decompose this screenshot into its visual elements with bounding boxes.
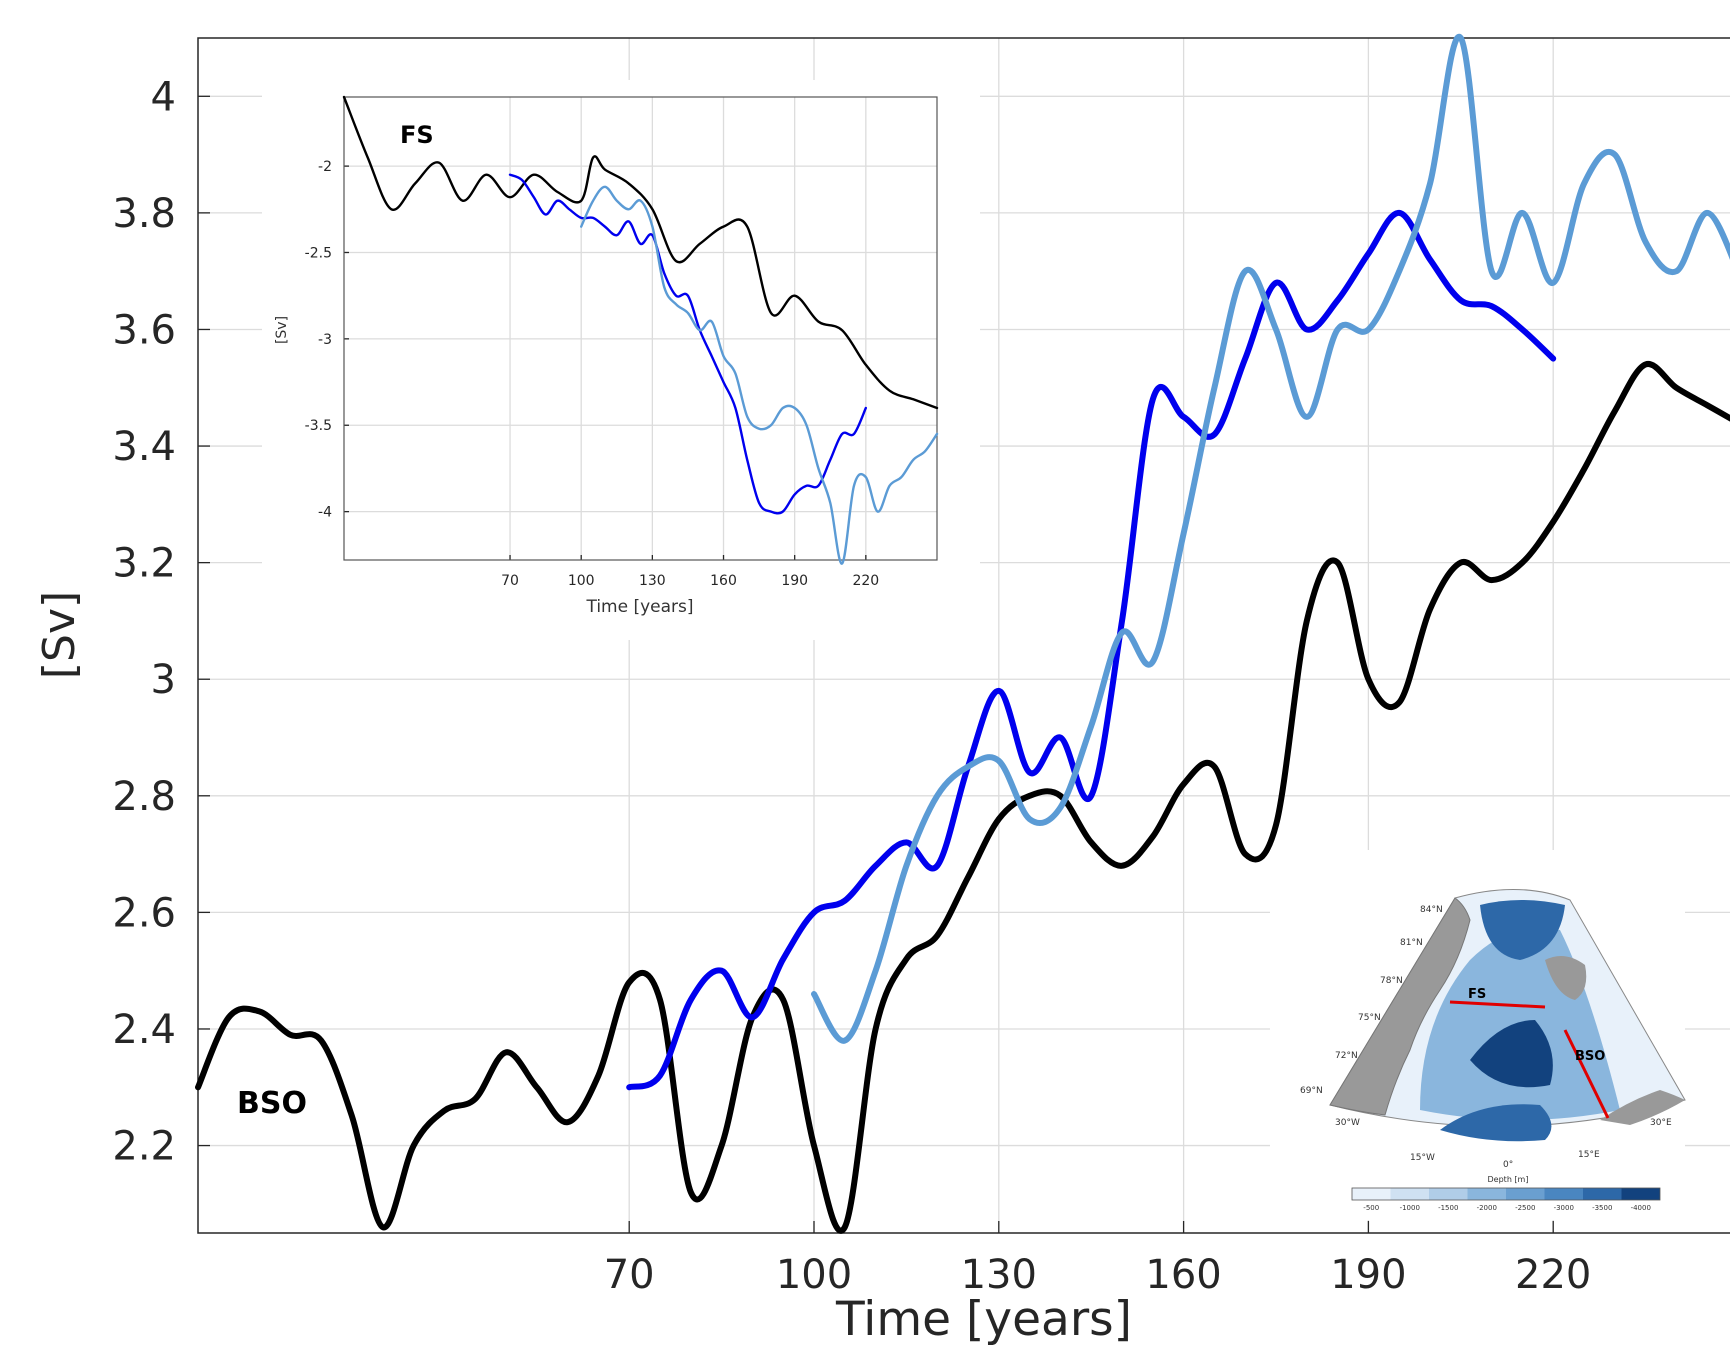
lon-30e-label: 30°E xyxy=(1650,1118,1672,1128)
inset-y-tick-label: -4 xyxy=(318,505,332,521)
lat-72-label: 72°N xyxy=(1335,1051,1358,1061)
colorbar-swatch xyxy=(1621,1188,1660,1200)
lon-15e-label: 15°E xyxy=(1578,1150,1600,1160)
main-y-tick-label: 3.8 xyxy=(112,191,176,237)
colorbar-swatch xyxy=(1544,1188,1583,1200)
inset-fs-chart: 70 100 130 160 190 220 -4 -3.5 -3 -2.5 -2 Time [ye… xyxy=(262,80,980,640)
colorbar-swatch xyxy=(1506,1188,1545,1200)
inset-x-tick-label: 100 xyxy=(568,573,595,589)
inset-background xyxy=(262,80,980,640)
main-series-line-0 xyxy=(195,361,1730,1234)
main-series-line-1 xyxy=(626,209,1557,1091)
lat-69-label: 69°N xyxy=(1300,1086,1323,1096)
main-y-tick-label: 3 xyxy=(151,657,176,703)
main-x-tick-label: 220 xyxy=(1515,1252,1591,1298)
main-x-tick-label: 70 xyxy=(604,1252,655,1298)
colorbar-swatch xyxy=(1352,1188,1391,1200)
main-tick-labels: 70 100 130 160 190 220 2.2 2.4 2.6 2.8 3 3.2 3.4 3.6 3… xyxy=(112,74,1591,1298)
main-x-tick-label: 160 xyxy=(1145,1252,1221,1298)
main-y-tick-label: 3.4 xyxy=(112,424,176,470)
main-y-tick-label: 3.2 xyxy=(112,541,176,587)
colorbar-swatch xyxy=(1583,1188,1622,1200)
inset-x-axis-label: Time [years] xyxy=(585,597,693,617)
main-y-tick-label: 3.6 xyxy=(112,307,176,353)
map-depth-south xyxy=(1440,1104,1552,1142)
inset-series xyxy=(342,95,939,565)
main-y-axis-label: [Sv] xyxy=(34,591,85,679)
fs-annotation: FS xyxy=(400,121,434,149)
depth-colorbar: -500 -1000 -1500 -2000 -2500 -3000 -3500 -4000 xyxy=(1351,1187,1661,1212)
bso-section-line xyxy=(1563,1029,1610,1119)
colorbar-tick-label: -500 xyxy=(1363,1204,1379,1212)
main-x-tick-label: 130 xyxy=(961,1252,1037,1298)
map-depth-basin xyxy=(1470,1020,1553,1088)
map-greenland xyxy=(1329,897,1471,1116)
colorbar-frame xyxy=(1351,1187,1661,1201)
colorbar-swatch xyxy=(1390,1188,1429,1200)
colorbar-tick-label: -1000 xyxy=(1400,1204,1420,1212)
fs-section-line xyxy=(1449,1000,1546,1009)
lon-15w-label: 15°W xyxy=(1410,1153,1435,1163)
colorbar-tick-label: -2500 xyxy=(1515,1204,1535,1212)
inset-series-line-1 xyxy=(508,173,867,515)
inset-y-tick-label: -2.5 xyxy=(305,245,332,261)
inset-plot-frame xyxy=(343,96,938,561)
main-series-line-2 xyxy=(811,33,1730,1044)
main-x-tick-label: 190 xyxy=(1330,1252,1406,1298)
inset-y-tick-label: -3 xyxy=(318,332,332,348)
colorbar-title: Depth [m] xyxy=(1488,1175,1529,1184)
main-series xyxy=(195,33,1730,1234)
map-scandinavia xyxy=(1600,1090,1685,1125)
inset-tick-labels: 70 100 130 160 190 220 -4 -3.5 -3 -2.5 -2 xyxy=(305,159,880,589)
main-x-tick-label: 100 xyxy=(776,1252,852,1298)
inset-grid xyxy=(344,97,937,560)
map-bso-label: BSO xyxy=(1575,1049,1605,1064)
map-inset: FS BSO 84°N 81°N 78°N 75°N 72°N 69°N 30°… xyxy=(1270,850,1686,1220)
inset-series-line-2 xyxy=(580,185,939,565)
map-depth-north xyxy=(1480,900,1565,960)
inset-y-tick-label: -2 xyxy=(318,159,332,175)
inset-y-tick-label: -3.5 xyxy=(305,418,332,434)
inset-x-tick-label: 190 xyxy=(781,573,808,589)
bso-annotation: BSO xyxy=(237,1086,307,1121)
inset-x-tick-label: 130 xyxy=(639,573,666,589)
main-x-axis-label: Time [years] xyxy=(835,1292,1132,1347)
colorbar-tick-label: -2000 xyxy=(1477,1204,1497,1212)
inset-x-tick-label: 220 xyxy=(852,573,879,589)
lon-30w-label: 30°W xyxy=(1335,1118,1360,1128)
colorbar-tick-label: -3500 xyxy=(1592,1204,1612,1212)
colorbar-swatch xyxy=(1467,1188,1506,1200)
main-y-tick-label: 2.8 xyxy=(112,774,176,820)
map-fs-label: FS xyxy=(1468,987,1486,1002)
lat-81-label: 81°N xyxy=(1400,938,1423,948)
main-y-tick-label: 4 xyxy=(151,74,176,120)
main-y-tick-label: 2.6 xyxy=(112,890,176,936)
inset-y-axis-label: [Sv] xyxy=(274,316,290,344)
map-svalbard xyxy=(1545,956,1587,1000)
inset-x-tick-label: 70 xyxy=(501,573,519,589)
inset-series-line-0 xyxy=(342,95,939,410)
colorbar-swatch xyxy=(1429,1188,1468,1200)
lat-84-label: 84°N xyxy=(1420,905,1443,915)
colorbar-tick-label: -1500 xyxy=(1438,1204,1458,1212)
inset-x-tick-label: 160 xyxy=(710,573,737,589)
lon-0-label: 0° xyxy=(1503,1160,1513,1170)
lat-78-label: 78°N xyxy=(1380,976,1403,986)
colorbar-tick-label: -3000 xyxy=(1554,1204,1574,1212)
main-y-tick-label: 2.2 xyxy=(112,1124,176,1170)
colorbar-tick-label: -4000 xyxy=(1631,1204,1651,1212)
main-y-tick-label: 2.4 xyxy=(112,1007,176,1053)
lat-75-label: 75°N xyxy=(1358,1013,1381,1023)
main-plot-frame xyxy=(197,37,1730,1234)
